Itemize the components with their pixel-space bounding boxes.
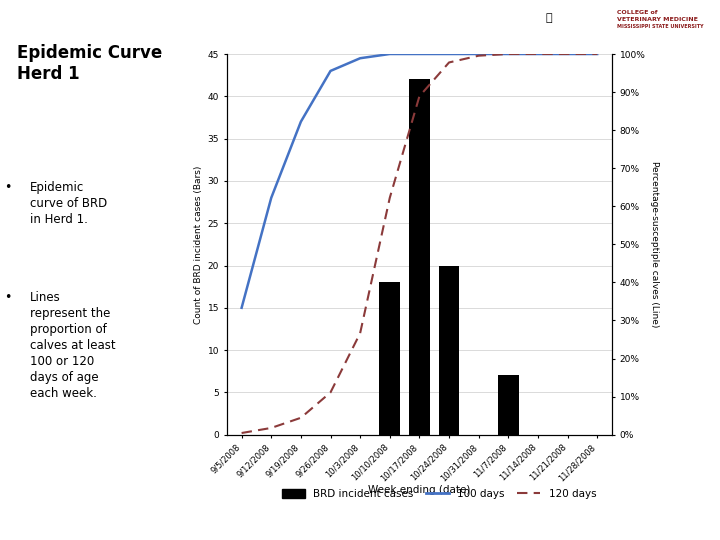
Text: Epidemic
curve of BRD
in Herd 1.: Epidemic curve of BRD in Herd 1. (30, 181, 107, 226)
Bar (409, 79, 430, 435)
Y-axis label: Count of BRD incident cases (Bars): Count of BRD incident cases (Bars) (194, 165, 204, 323)
Text: The Risk Project: The Risk Project (76, 519, 177, 529)
Y-axis label: Percentage-susceptiple calves (Line): Percentage-susceptiple calves (Line) (650, 161, 660, 328)
Text: MISSISSIPPI STATE UNIVERSITY: MISSISSIPPI STATE UNIVERSITY (617, 24, 704, 29)
Text: Lines
represent the
proportion of
calves at least
100 or 120
days of age
each we: Lines represent the proportion of calves… (30, 291, 115, 400)
Text: VETERINARY MEDICINE: VETERINARY MEDICINE (617, 17, 698, 22)
Text: Epidemic Curve
Herd 1: Epidemic Curve Herd 1 (17, 44, 162, 83)
Text: 🐾: 🐾 (545, 12, 552, 23)
Text: •: • (4, 181, 12, 194)
Text: •: • (4, 291, 12, 303)
Text: COLLEGE of: COLLEGE of (617, 10, 657, 15)
Legend: BRD incident cases, 100 days, 120 days: BRD incident cases, 100 days, 120 days (278, 485, 600, 503)
Bar (379, 282, 400, 435)
X-axis label: Week ending (date): Week ending (date) (368, 485, 471, 495)
Bar (498, 375, 518, 435)
Bar (438, 266, 459, 435)
